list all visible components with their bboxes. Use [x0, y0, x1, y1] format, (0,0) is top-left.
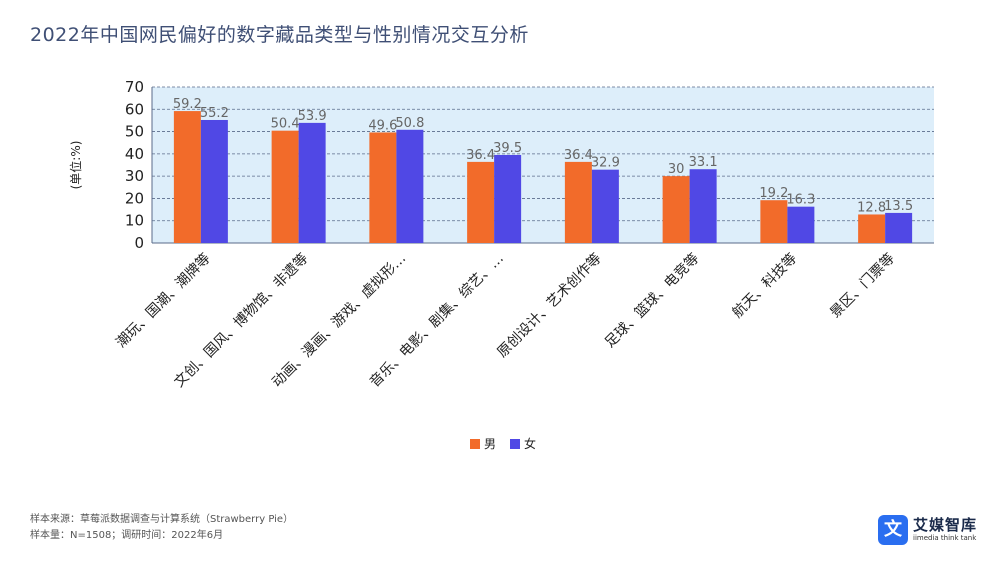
bar-female [689, 169, 717, 243]
data-label: 36.4 [564, 148, 593, 163]
x-tick-label: 航天、科技等 [729, 250, 800, 321]
data-label: 59.2 [173, 97, 202, 112]
y-tick-label: 30 [125, 167, 144, 185]
data-label: 19.2 [759, 186, 788, 201]
data-label: 12.8 [857, 200, 886, 215]
x-tick-label: 原创设计、艺术创作等 [494, 250, 605, 361]
y-axis-ticks: 0 10 20 30 40 50 60 70 [125, 78, 144, 252]
y-tick-label: 0 [134, 234, 144, 252]
y-tick-label: 10 [125, 212, 144, 230]
bar-female [298, 122, 326, 243]
bar-female [494, 154, 522, 243]
bars [173, 111, 913, 243]
data-label: 39.5 [493, 141, 522, 156]
data-label: 33.1 [689, 155, 718, 170]
logo-name: 艾媒智库 [913, 516, 978, 534]
data-label: 49.6 [368, 118, 397, 133]
data-label: 32.9 [591, 156, 620, 171]
footer: 样本来源：草莓派数据调查与计算系统（Strawberry Pie） 样本量：N=… [30, 512, 293, 544]
logo-subtitle: iimedia think tank [913, 534, 977, 542]
bar-male [369, 132, 397, 243]
y-tick-label: 40 [125, 145, 144, 163]
bar-male [858, 214, 886, 243]
logo-mark: 文 [878, 515, 908, 545]
bar-male [467, 161, 495, 243]
bar-male [173, 111, 201, 243]
sample-note: 样本量：N=1508；调研时间：2022年6月 [30, 530, 224, 541]
x-axis-labels: 潮玩、国潮、潮牌等文创、国风、博物馆、非遗等动画、漫画、游戏、虚拟形…音乐、电影… [113, 250, 898, 391]
data-label: 53.9 [298, 109, 327, 124]
bar-male [564, 161, 592, 243]
plot-area [152, 87, 934, 243]
x-tick-label: 潮玩、国潮、潮牌等 [113, 250, 214, 351]
source-note: 样本来源：草莓派数据调查与计算系统（Strawberry Pie） [30, 514, 294, 525]
data-label: 50.8 [395, 116, 424, 131]
bar-chart: 0 10 20 30 40 50 60 70 59.2 50.4 49.6 36.4 36.4 30 19… [68, 78, 934, 451]
legend-swatch [510, 439, 520, 449]
bar-female [591, 169, 619, 243]
chart-title: 2022年中国网民偏好的数字藏品类型与性别情况交互分析 [30, 24, 529, 46]
bar-female [396, 129, 424, 243]
legend-label: 女 [524, 436, 536, 451]
legend-swatch [470, 439, 480, 449]
legend-label: 男 [484, 437, 496, 451]
legend: 男女 [470, 436, 536, 451]
bar-male [271, 130, 299, 243]
y-tick-label: 70 [125, 78, 144, 96]
data-labels: 59.2 50.4 49.6 36.4 36.4 30 19.2 12.8 55.2 53.9 50… [173, 97, 913, 215]
data-label: 30 [668, 162, 685, 177]
y-axis-label: (单位:%) [68, 141, 83, 190]
bar-female [200, 119, 228, 243]
x-tick-label: 足球、篮球、电竞等 [601, 250, 702, 351]
bar-male [760, 200, 788, 243]
bar-male [662, 176, 690, 243]
y-tick-label: 50 [125, 123, 144, 141]
data-label: 13.5 [884, 199, 913, 214]
bar-female [885, 212, 913, 243]
y-tick-label: 60 [125, 100, 144, 118]
data-label: 36.4 [466, 148, 495, 163]
bar-female [787, 206, 815, 243]
data-label: 50.4 [271, 117, 300, 132]
x-tick-label: 景区、门票等 [827, 250, 898, 321]
brand-logo: 文 艾媒智库 iimedia think tank [878, 513, 982, 547]
data-label: 16.3 [786, 193, 815, 208]
data-label: 55.2 [200, 106, 229, 121]
y-tick-label: 20 [125, 189, 144, 207]
